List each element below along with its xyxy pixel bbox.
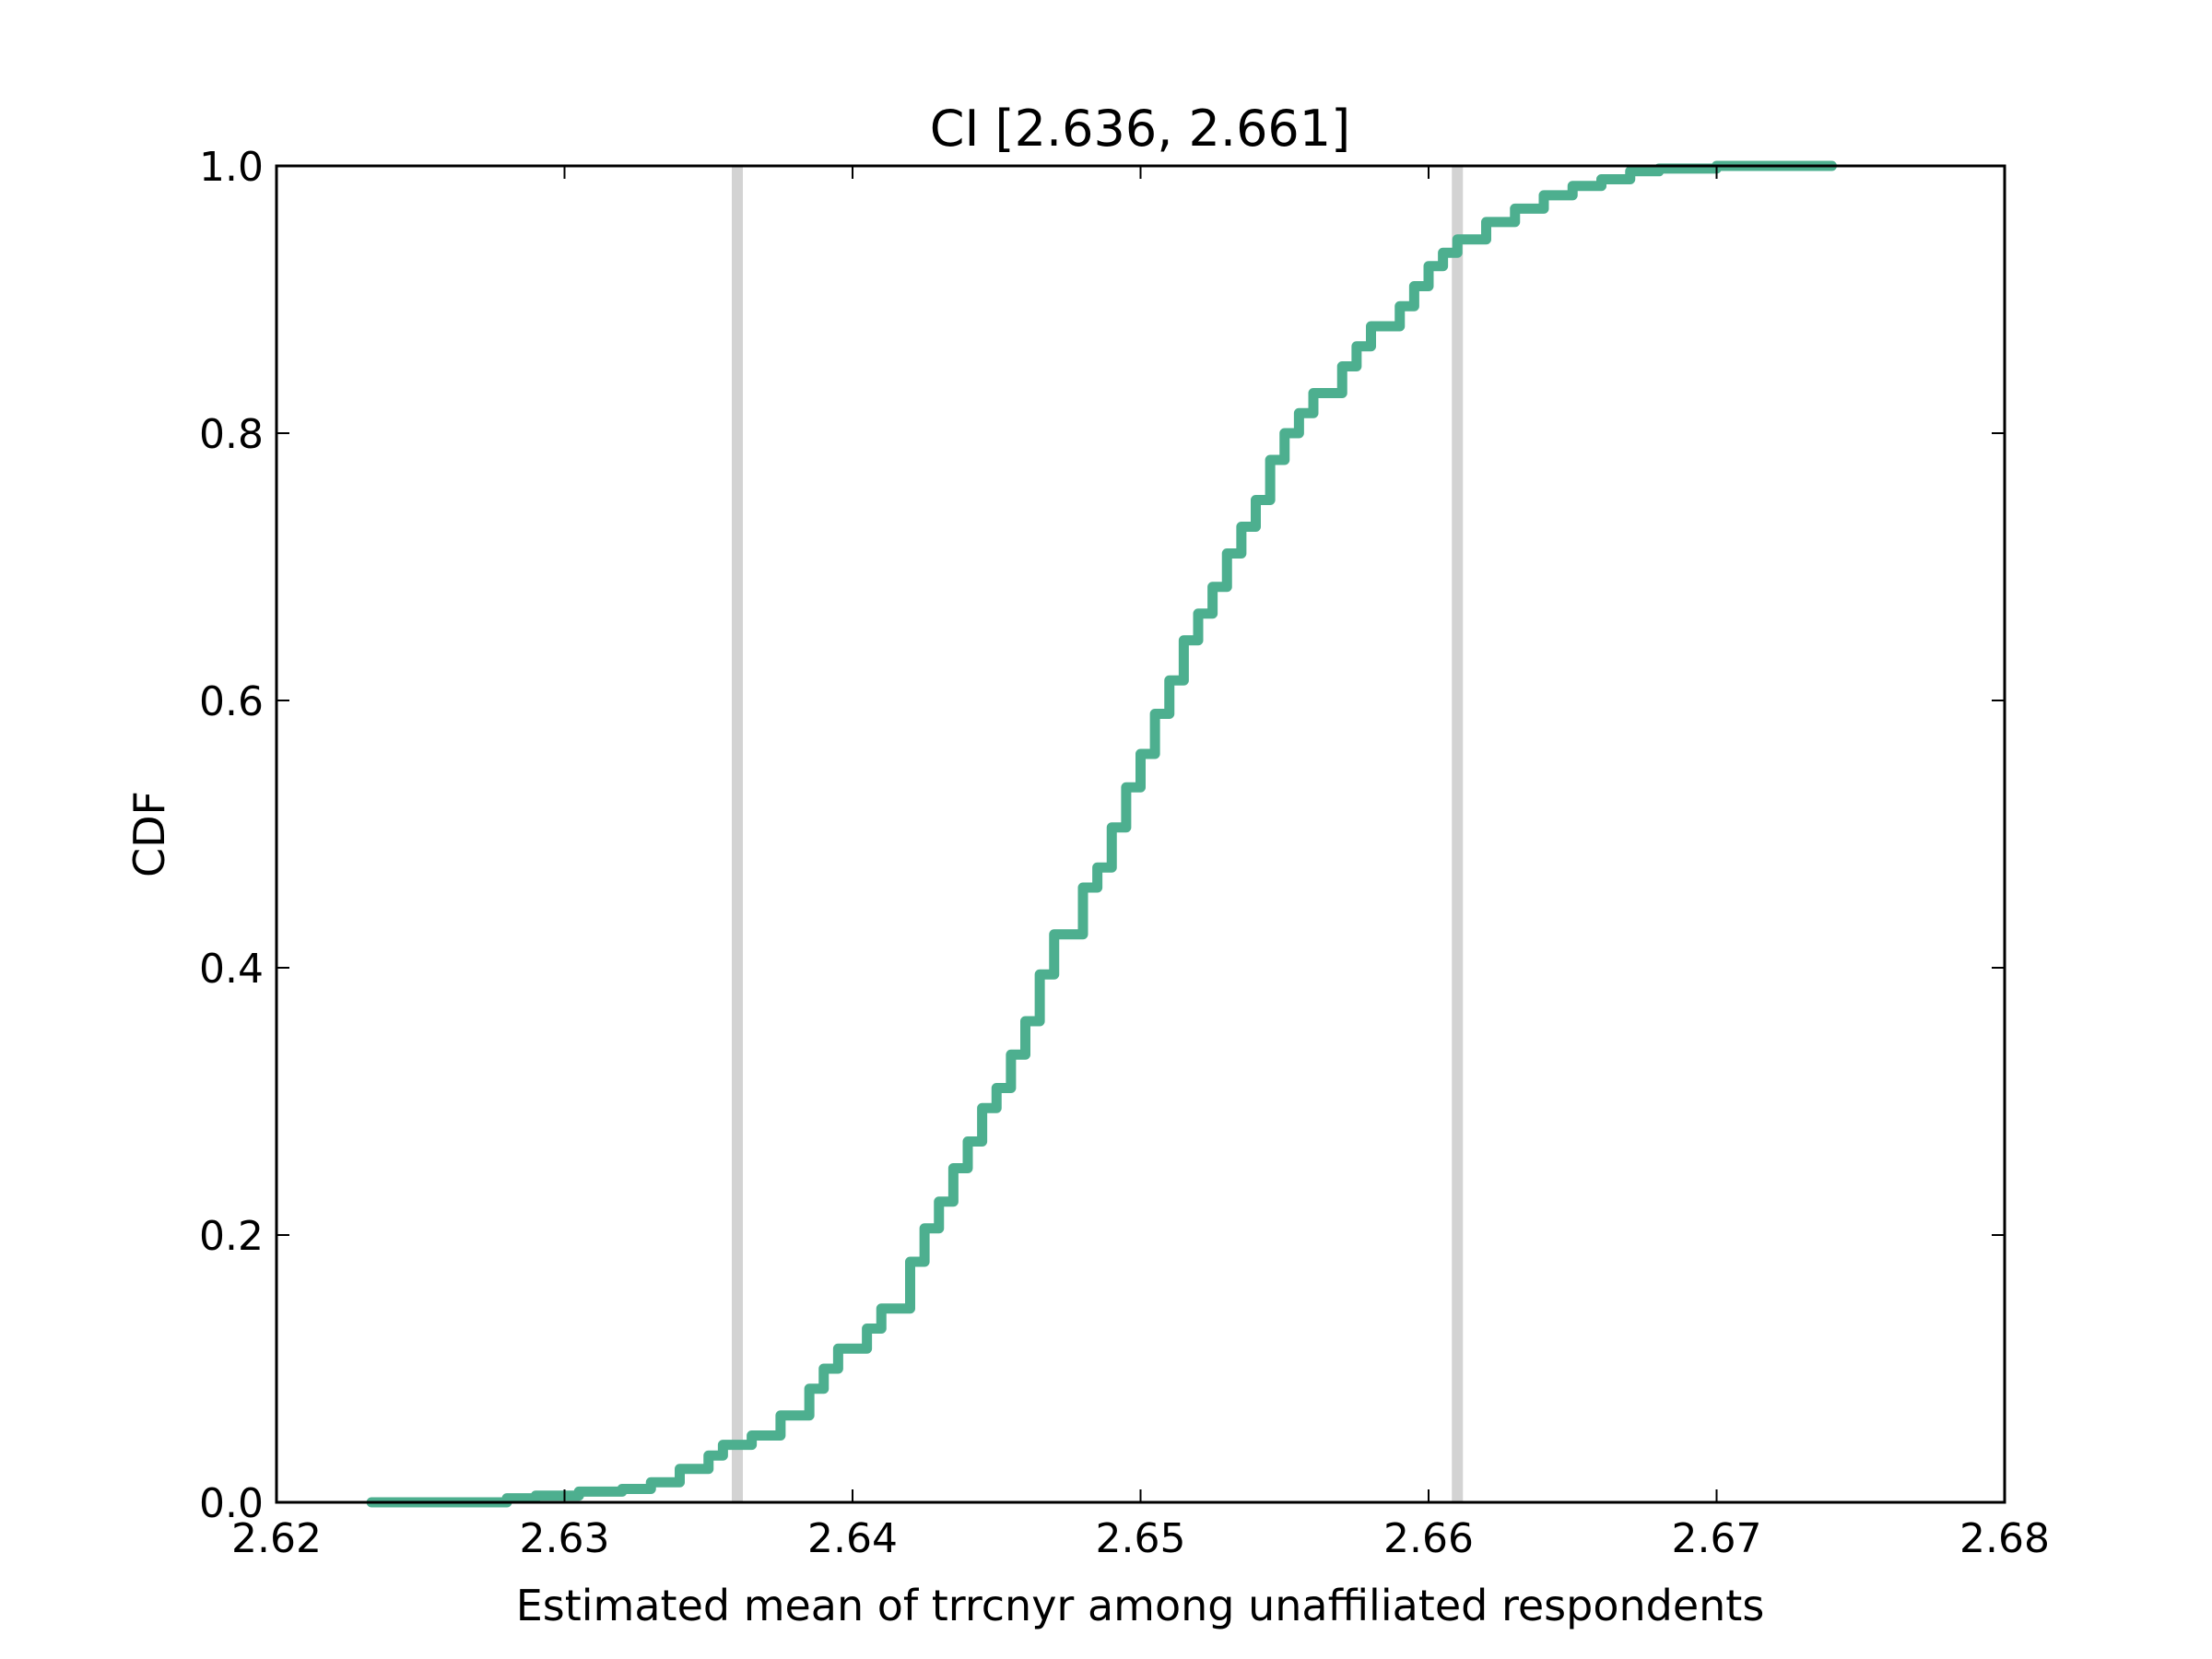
y-tick-label: 0.6 <box>199 678 264 725</box>
y-tick-label: 1.0 <box>199 144 264 191</box>
x-tick-label: 2.65 <box>1096 1515 1186 1562</box>
y-tick-label: 0.4 <box>199 946 264 993</box>
ci-lines <box>732 166 1464 1502</box>
chart-title: CI [2.636, 2.661] <box>930 100 1350 158</box>
x-axis-label: Estimated mean of trrcnyr among unaffili… <box>516 1581 1765 1630</box>
x-tick-label: 2.63 <box>520 1515 610 1562</box>
cdf-series <box>366 160 1837 1508</box>
y-tick-label: 0.8 <box>199 411 264 458</box>
y-tick-label: 0.2 <box>199 1213 264 1260</box>
y-tick-label: 0.0 <box>199 1480 264 1527</box>
axis-ticks: 2.62 2.63 2.64 2.65 2.66 2.67 2.68 0.0 0.2 0.4 0.6… <box>199 144 2050 1562</box>
x-tick-label: 2.62 <box>231 1515 322 1562</box>
x-tick-label: 2.66 <box>1383 1515 1474 1562</box>
x-tick-label: 2.68 <box>1959 1515 2050 1562</box>
y-axis-label: CDF <box>124 791 174 877</box>
x-tick-label: 2.64 <box>807 1515 898 1562</box>
cdf-line <box>366 160 1837 1508</box>
x-tick-label: 2.67 <box>1672 1515 1762 1562</box>
